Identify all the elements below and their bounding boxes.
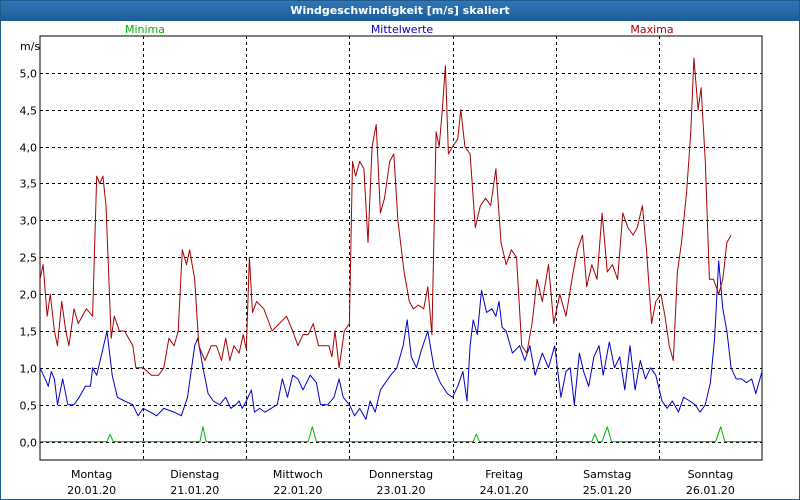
y-axis-label: m/s [20, 40, 40, 53]
x-tick-label-date: 25.01.20 [583, 484, 632, 497]
y-tick-label: 4,5 [20, 105, 38, 118]
series-line-maxima [39, 57, 732, 376]
y-tick-label: 3,5 [20, 178, 38, 191]
x-tick-label-date: 21.01.20 [170, 484, 219, 497]
x-tick-label-date: 26.01.20 [686, 484, 735, 497]
y-tick-label: 1,0 [20, 363, 38, 376]
x-tick-label-date: 20.01.20 [67, 484, 116, 497]
x-tick-label-date: 23.01.20 [377, 484, 426, 497]
y-tick-label: 0,5 [20, 400, 38, 413]
window-title: Windgeschwindigkeit [m/s] skaliert [1, 1, 799, 21]
x-tick-label-day: Donnerstag [369, 468, 433, 481]
x-tick-label-day: Samstag [583, 468, 631, 481]
y-tick-label: 2,5 [20, 252, 38, 265]
y-tick-label: 5,0 [20, 68, 38, 81]
y-tick-label: 0,0 [20, 437, 38, 450]
x-tick-label-day: Dienstag [170, 468, 219, 481]
legend-minima: Minima [125, 23, 165, 36]
y-tick-label: 4,0 [20, 142, 38, 155]
x-tick-label-date: 24.01.20 [480, 484, 529, 497]
y-tick-label: 2,0 [20, 289, 38, 302]
x-tick-label-day: Montag [71, 468, 112, 481]
y-tick-label: 1,5 [20, 326, 38, 339]
legend-mittelwerte: Mittelwerte [371, 23, 434, 36]
series-line-minima [40, 426, 762, 443]
x-tick-label-day: Mittwoch [273, 468, 323, 481]
legend-maxima: Maxima [630, 23, 673, 36]
x-tick-label-day: Freitag [485, 468, 523, 481]
x-tick-label-day: Sonntag [688, 468, 734, 481]
x-tick-label-date: 22.01.20 [273, 484, 322, 497]
y-tick-label: 3,0 [20, 215, 38, 228]
series-line-mittelwerte [39, 260, 763, 420]
